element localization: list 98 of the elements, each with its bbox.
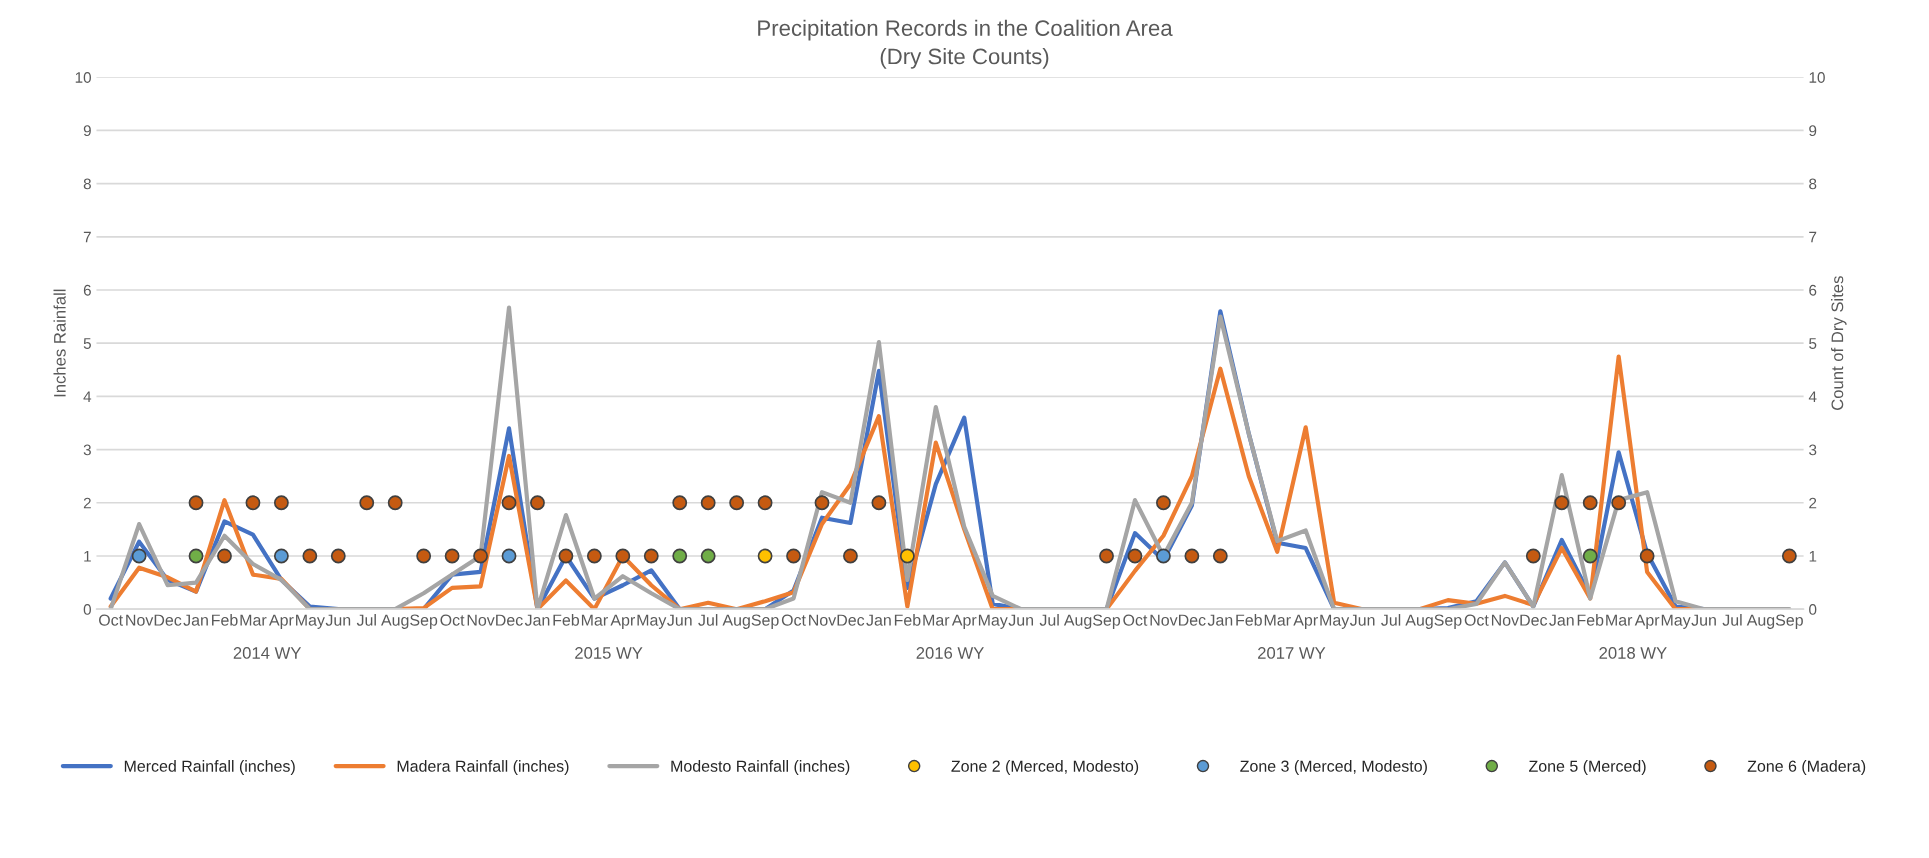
x-tick-label: May [978, 614, 1008, 629]
x-tick-label: Apr [269, 614, 294, 629]
x-tick-label: Jul [1039, 614, 1059, 626]
x-tick-label: Nov [809, 614, 837, 626]
x-tick-label: Jun [1008, 614, 1033, 626]
text: 2016 WY [916, 647, 984, 659]
legend-label: Modesto Rainfall (inches) [671, 760, 850, 775]
x-tick-label: Jul [698, 614, 718, 626]
text: 2017 WY [1258, 647, 1326, 659]
x-tick-label: Oct [781, 614, 806, 626]
y-tick-label: 1 [84, 551, 91, 562]
x-tick-label: Aug [1405, 614, 1433, 629]
x-tick-label: Jul [1722, 614, 1742, 626]
y2-tick-label: 4 [1808, 391, 1817, 402]
y-tick-label: 4 [83, 391, 92, 402]
legend-label: Zone 3 (Merced, Modesto) [1240, 760, 1427, 775]
y2-axis-title: Count of Dry Sites [1831, 276, 1847, 410]
x-tick-label: Aug [1746, 614, 1775, 629]
x-tick-label: Mar [240, 614, 267, 626]
x-tick-label: Sep [1093, 614, 1121, 629]
x-tick-label: Sep [1434, 614, 1462, 629]
y-tick-label: 3 [83, 444, 91, 456]
legend-label: Zone 6 (Madera) [1747, 760, 1866, 775]
y2-tick-label: 6 [1809, 284, 1817, 296]
y-tick-label: 7 [83, 231, 91, 243]
chart-title: Precipitation Records in the Coalition Area [758, 19, 1173, 41]
x-tick-label: Aug [381, 614, 409, 629]
y-axis-title: Inches Rainfall [53, 289, 66, 397]
x-tick-label: Apr [610, 614, 635, 629]
y2-tick-label: 0 [1809, 604, 1817, 615]
y-tick-label: 5 [83, 338, 91, 349]
y2-tick-label: 5 [1809, 338, 1817, 349]
y2-tick-label: 2 [1809, 497, 1817, 509]
x-tick-label: Dec [837, 614, 865, 626]
x-tick-label: Jul [1381, 614, 1401, 626]
x-tick-label: Jan [1207, 614, 1233, 626]
y-tick-label: 2 [83, 497, 91, 509]
x-tick-label: Sep [410, 614, 438, 629]
x-tick-label: Dec [154, 614, 182, 626]
x-tick-label: Sep [1775, 614, 1803, 629]
x-tick-label: Mar [923, 614, 950, 626]
text: 2014 WY [233, 647, 302, 659]
x-tick-label: Dec [1520, 614, 1548, 626]
y2-tick-label: 3 [1809, 444, 1817, 456]
x-tick-label: Mar [1606, 614, 1633, 626]
x-tick-label: May [296, 614, 325, 629]
y-tick-label: 9 [83, 125, 91, 137]
x-tick-label: Apr [951, 614, 977, 629]
x-tick-label: Aug [722, 614, 750, 629]
x-tick-label: Apr [1634, 614, 1660, 629]
x-tick-label: Jun [667, 614, 692, 626]
y2-tick-label: 9 [1809, 125, 1817, 137]
x-tick-label: Feb [1236, 614, 1262, 626]
x-tick-label: Jun [1691, 614, 1716, 626]
x-tick-label: Dec [496, 614, 523, 626]
y2-tick-label: 8 [1809, 178, 1817, 190]
legend-label: Zone 2 (Merced, Modesto) [951, 760, 1139, 775]
x-tick-label: Jan [183, 614, 208, 626]
x-tick-label: Jan [866, 614, 891, 626]
x-tick-label: Nov [467, 614, 495, 626]
y2-tick-label: 7 [1809, 231, 1817, 243]
legend-label: Merced Rainfall (inches) [124, 760, 295, 775]
x-tick-label: Nov [1150, 614, 1178, 626]
x-tick-label: May [1320, 614, 1350, 629]
x-tick-label: Feb [894, 614, 921, 626]
x-tick-label: Nov [1491, 614, 1520, 626]
x-tick-label: Oct [1123, 614, 1148, 626]
x-tick-label: Aug [1063, 614, 1092, 629]
x-tick-label: Apr [1293, 614, 1318, 629]
x-tick-label: Oct [99, 614, 123, 626]
y-tick-label: 8 [83, 178, 91, 190]
x-tick-label: Mar [1264, 614, 1291, 626]
x-tick-label: Mar [581, 614, 608, 626]
legend-label: Madera Rainfall (inches) [397, 760, 569, 775]
y-tick-label: 6 [83, 284, 91, 296]
x-tick-label: Feb [553, 614, 580, 626]
chart-subtitle: (Dry Site Counts) [880, 47, 1049, 69]
x-tick-label: Jan [524, 614, 550, 626]
text: 2015 WY [575, 647, 643, 659]
x-tick-label: Feb [212, 614, 238, 626]
x-tick-label: Oct [440, 614, 465, 626]
x-tick-label: Feb [1577, 614, 1604, 626]
x-tick-label: Sep [751, 614, 779, 629]
y2-tick-label: 1 [1809, 551, 1817, 562]
x-tick-label: Oct [1464, 614, 1489, 626]
x-tick-label: Jun [325, 614, 351, 626]
x-tick-label: Jul [356, 614, 376, 626]
y-tick-label: 10 [75, 72, 91, 83]
y-tick-label: 0 [83, 604, 91, 615]
x-tick-label: Dec [1178, 614, 1206, 626]
x-tick-label: Nov [126, 614, 154, 626]
x-tick-label: Jun [1349, 614, 1375, 626]
y2-tick-label: 10 [1809, 72, 1825, 83]
x-tick-label: Jan [1549, 614, 1574, 626]
legend-label: Zone 5 (Merced) [1529, 760, 1646, 775]
x-tick-label: May [637, 614, 667, 629]
text: 2018 WY [1599, 647, 1667, 659]
x-tick-label: May [1661, 614, 1691, 629]
